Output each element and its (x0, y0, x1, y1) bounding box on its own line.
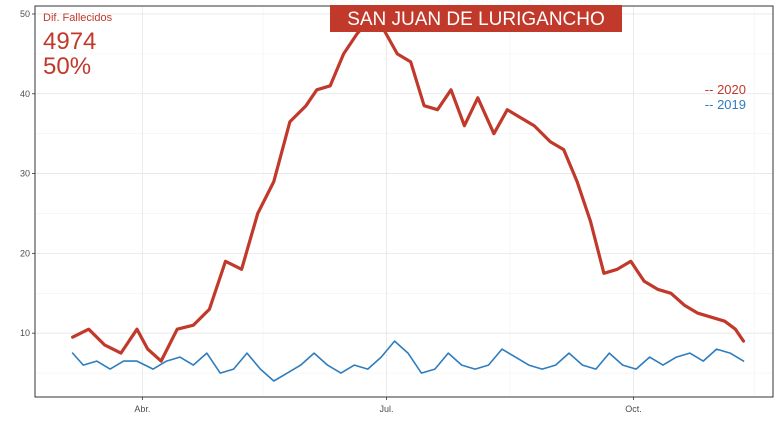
series-line-2020 (70, 16, 746, 363)
chart-title: SAN JUAN DE LURIGANCHO (330, 5, 622, 32)
y-tick-label: 30 (20, 169, 30, 179)
y-tick-label: 20 (20, 248, 30, 258)
x-axis-ticks: Abr. Jul. Oct. (134, 397, 642, 414)
y-axis-ticks: 10 20 30 40 50 (20, 9, 35, 338)
x-tick-label: Oct. (625, 404, 642, 414)
plot-border (34, 5, 774, 398)
chart-title-text: SAN JUAN DE LURIGANCHO (347, 9, 605, 30)
annotation-count: 4974 (43, 28, 96, 55)
death-difference-annotation: Dif. Fallecidos 4974 50% (43, 12, 113, 80)
x-tick-label: Jul. (380, 404, 394, 414)
y-tick-label: 10 (20, 328, 30, 338)
series-line-2019 (71, 340, 745, 382)
annotation-label: Dif. Fallecidos (43, 12, 113, 24)
legend-item-2020: -- 2020 (705, 82, 746, 97)
series-lines (70, 16, 746, 382)
legend-item-2019: -- 2019 (705, 97, 746, 112)
legend: -- 2020 -- 2019 (705, 82, 746, 112)
y-tick-label: 40 (20, 89, 30, 99)
chart-title-background (330, 5, 622, 32)
grid (35, 6, 773, 397)
x-tick-label: Abr. (134, 404, 150, 414)
y-tick-label: 50 (20, 9, 30, 19)
annotation-percent: 50% (43, 53, 91, 80)
